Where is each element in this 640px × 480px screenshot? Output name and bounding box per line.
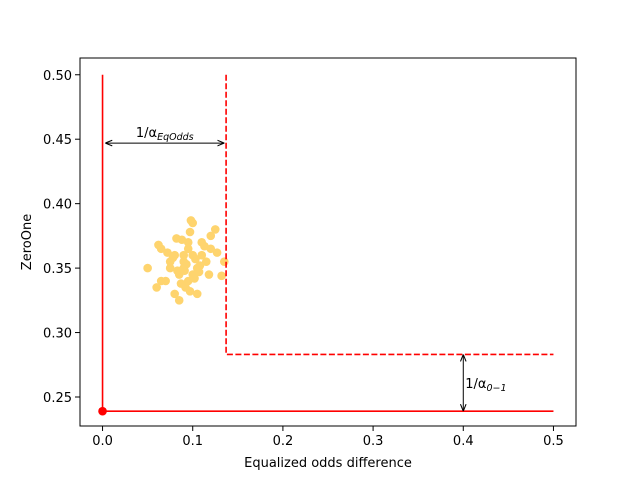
line (101, 74, 554, 412)
point (194, 267, 204, 277)
x-tick-label: 0.3 (363, 434, 384, 449)
point (201, 257, 211, 266)
point (179, 250, 189, 260)
annotation-subscript: EqOdds (157, 132, 194, 143)
point (180, 266, 189, 275)
point (219, 257, 229, 266)
plot-frame (79, 57, 577, 427)
annotation-label: 1/α0−1 (465, 377, 506, 394)
point (163, 248, 172, 257)
point (183, 244, 193, 254)
point (186, 216, 196, 225)
point (154, 240, 163, 250)
point (190, 274, 199, 283)
point (143, 263, 152, 273)
point (197, 250, 207, 260)
point (206, 231, 216, 241)
x-tick-label: 0.5 (543, 434, 564, 449)
x-tick-label: 0.1 (182, 434, 203, 449)
point (206, 244, 216, 254)
point (182, 259, 191, 269)
point (168, 253, 178, 263)
y-tick-label: 0.40 (43, 198, 72, 213)
point (173, 266, 182, 275)
y-tick-label: 0.45 (43, 133, 72, 148)
point (192, 289, 202, 299)
point (185, 227, 195, 237)
point (204, 270, 214, 279)
x-axis-label: Equalized odds difference (244, 456, 412, 471)
point (165, 263, 175, 273)
point (185, 287, 195, 296)
y-tick-label: 0.25 (43, 391, 72, 406)
y-axis-label: ZeroOne (20, 214, 35, 270)
y-tick-label: 0.50 (43, 69, 72, 84)
annotation-subscript: 0−1 (487, 383, 507, 394)
y-tick-label: 0.30 (43, 327, 72, 342)
point (170, 289, 179, 299)
x-tick-label: 0.4 (453, 434, 474, 449)
point (217, 271, 226, 281)
line (225, 74, 554, 356)
annotation-text: 1/α (465, 377, 486, 392)
point (172, 234, 181, 243)
x-tick-label: 0.0 (92, 434, 113, 449)
x-tick-label: 0.2 (273, 434, 294, 449)
point (195, 261, 205, 270)
point (212, 248, 222, 257)
point (98, 406, 107, 416)
point (152, 283, 161, 292)
point (156, 276, 166, 286)
annotation-text: 1/α (136, 126, 157, 141)
point (174, 296, 184, 305)
point (176, 279, 186, 288)
point (191, 254, 200, 264)
y-tick-label: 0.35 (43, 262, 72, 277)
point (210, 225, 220, 234)
annotation-label: 1/αEqOdds (136, 126, 194, 143)
